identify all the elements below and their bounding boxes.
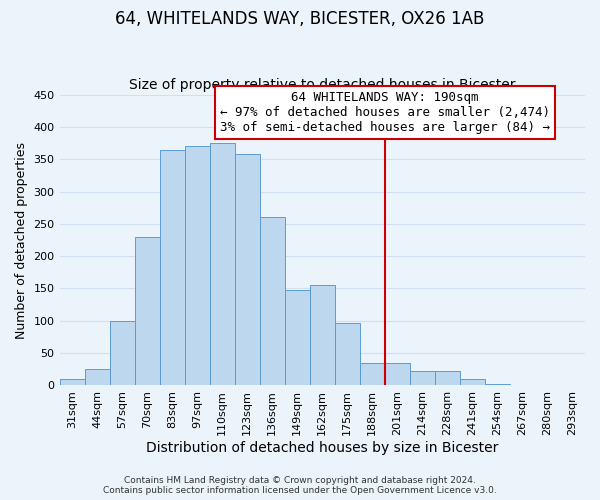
- Bar: [59, 379, 85, 386]
- Bar: [260, 218, 285, 386]
- Bar: [134, 237, 160, 386]
- Bar: [460, 379, 485, 386]
- Text: 64 WHITELANDS WAY: 190sqm
← 97% of detached houses are smaller (2,474)
3% of sem: 64 WHITELANDS WAY: 190sqm ← 97% of detac…: [220, 91, 550, 134]
- Bar: [360, 363, 385, 386]
- X-axis label: Distribution of detached houses by size in Bicester: Distribution of detached houses by size …: [146, 441, 499, 455]
- Bar: [235, 154, 260, 386]
- Bar: [410, 371, 435, 386]
- Bar: [110, 321, 134, 386]
- Text: 64, WHITELANDS WAY, BICESTER, OX26 1AB: 64, WHITELANDS WAY, BICESTER, OX26 1AB: [115, 10, 485, 28]
- Bar: [535, 385, 560, 386]
- Bar: [385, 363, 410, 386]
- Bar: [335, 324, 360, 386]
- Bar: [209, 143, 235, 386]
- Bar: [310, 286, 335, 386]
- Bar: [285, 290, 310, 386]
- Bar: [510, 385, 535, 386]
- Bar: [85, 370, 110, 386]
- Bar: [435, 371, 460, 386]
- Bar: [185, 146, 209, 386]
- Y-axis label: Number of detached properties: Number of detached properties: [15, 142, 28, 338]
- Title: Size of property relative to detached houses in Bicester: Size of property relative to detached ho…: [129, 78, 515, 92]
- Bar: [560, 385, 585, 386]
- Text: Contains HM Land Registry data © Crown copyright and database right 2024.
Contai: Contains HM Land Registry data © Crown c…: [103, 476, 497, 495]
- Bar: [160, 150, 185, 386]
- Bar: [485, 384, 510, 386]
